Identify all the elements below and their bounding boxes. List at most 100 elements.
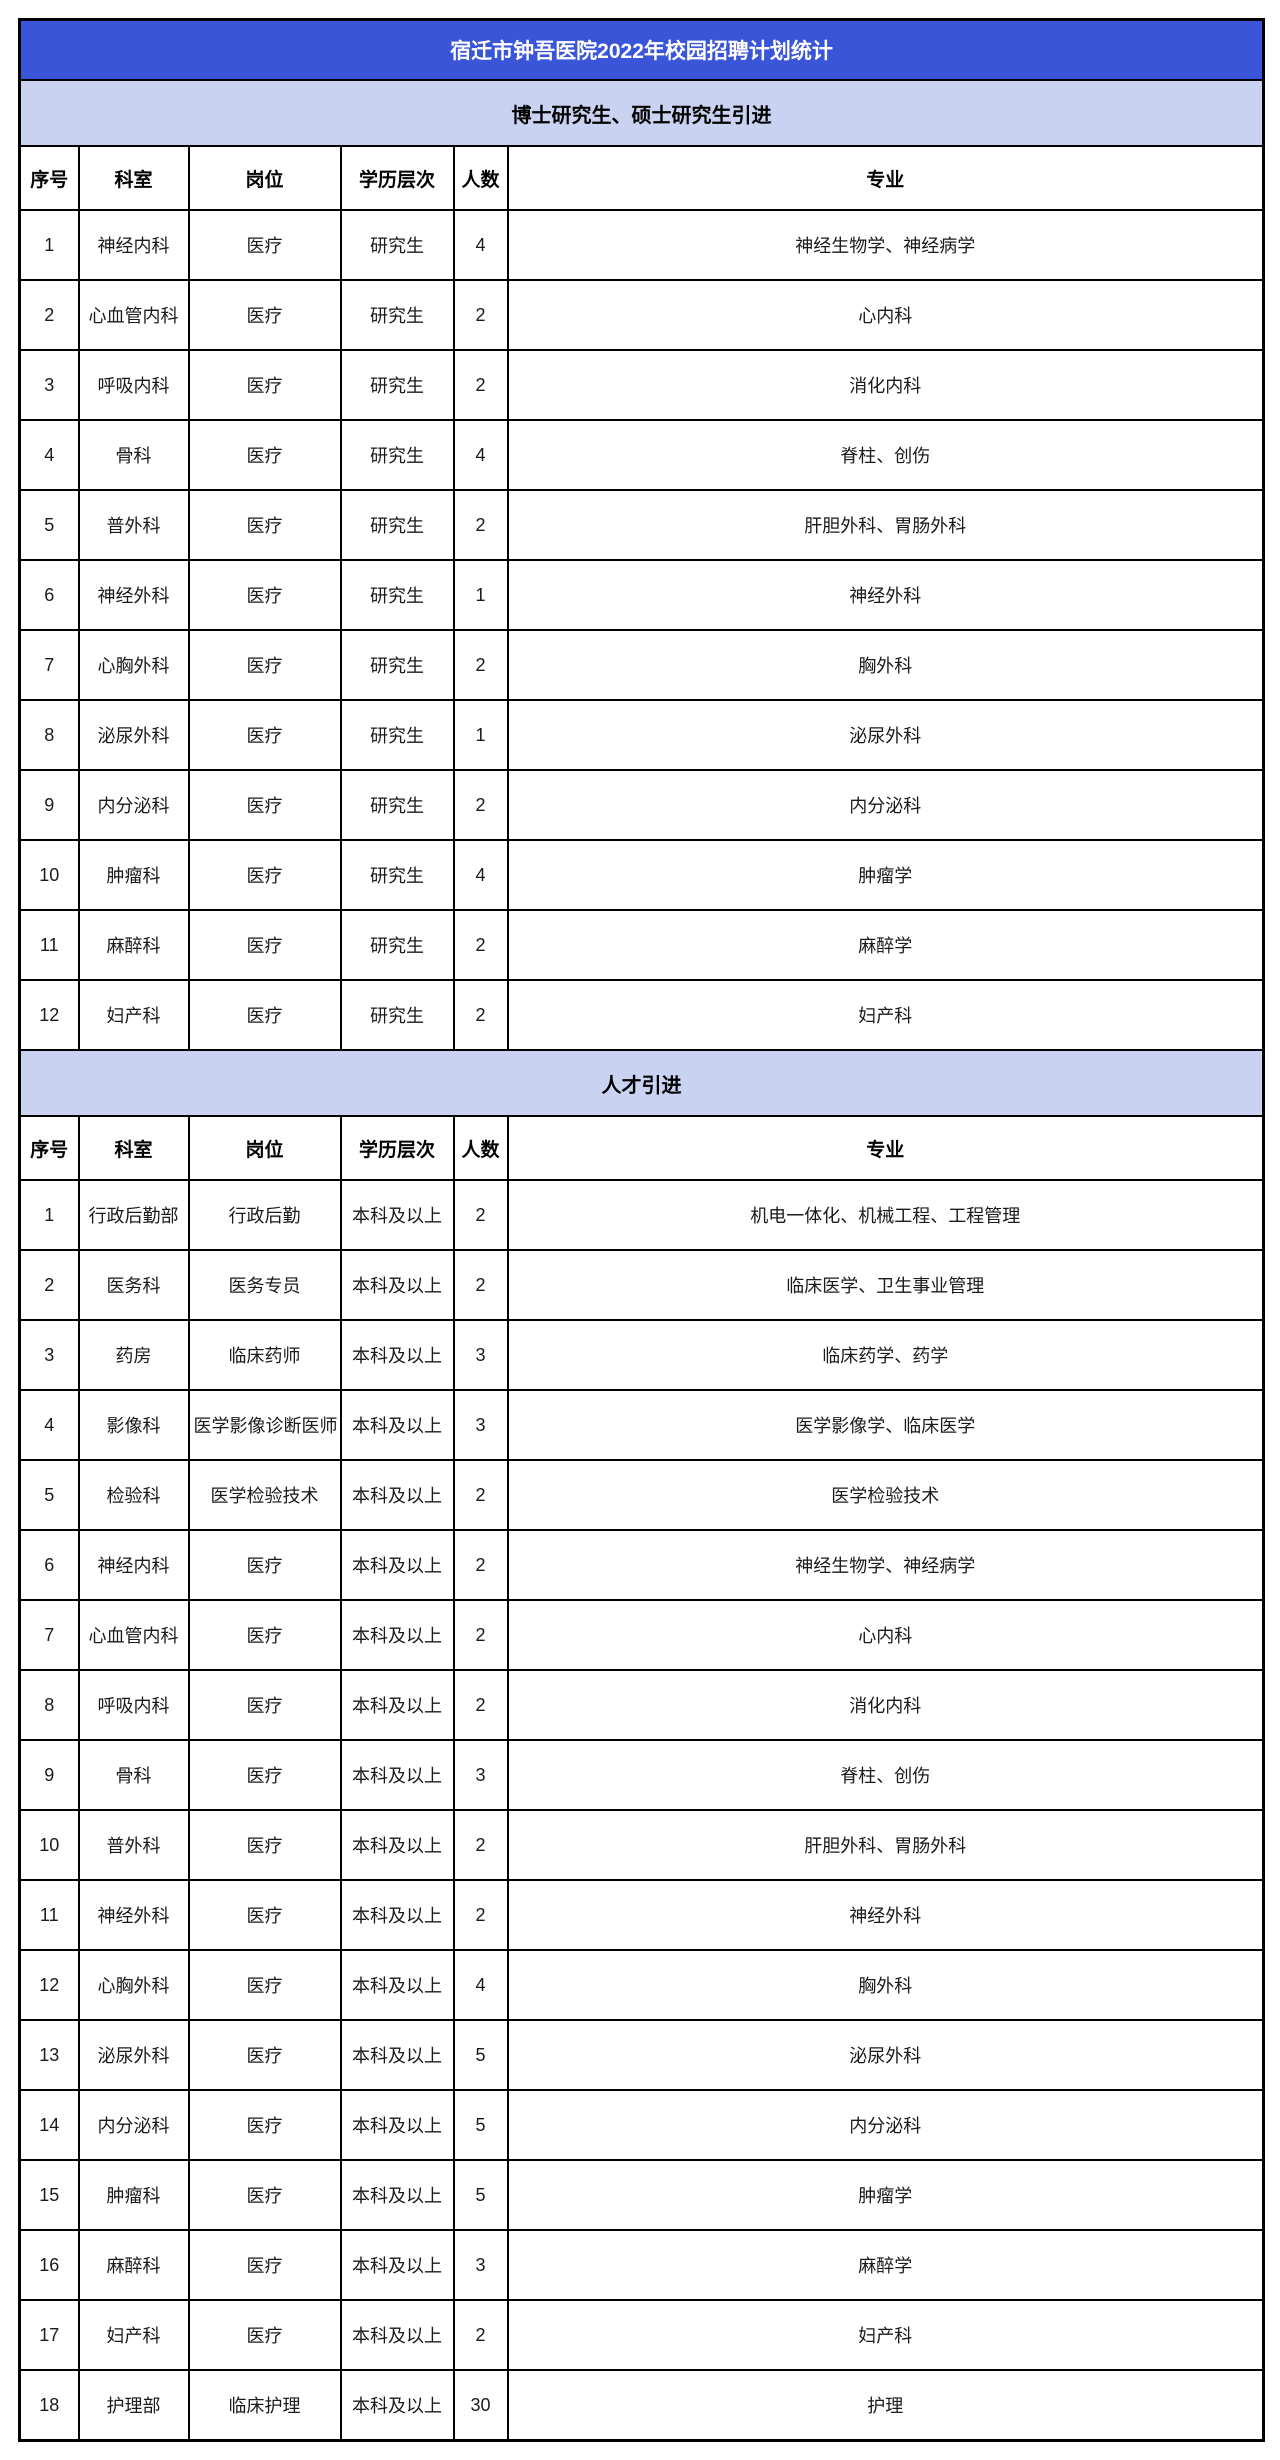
cell-education: 本科及以上 bbox=[339, 1179, 455, 1251]
cell-major: 麻醉学 bbox=[506, 909, 1265, 981]
column-header-row: 序号 科室 岗位 学历层次 人数 专业 bbox=[18, 145, 1265, 211]
cell-position: 医疗 bbox=[187, 909, 342, 981]
cell-position: 医疗 bbox=[187, 1669, 342, 1741]
cell-major: 脊柱、创伤 bbox=[506, 1739, 1265, 1811]
title-row: 宿迁市钟吾医院2022年校园招聘计划统计 bbox=[18, 18, 1265, 81]
section-header: 人才引进 bbox=[18, 1049, 1265, 1117]
cell-count: 1 bbox=[452, 559, 509, 631]
cell-education: 研究生 bbox=[339, 629, 455, 701]
cell-position: 医疗 bbox=[187, 279, 342, 351]
cell-department: 骨科 bbox=[77, 1739, 190, 1811]
cell-department: 医务科 bbox=[77, 1249, 190, 1321]
cell-major: 神经外科 bbox=[506, 559, 1265, 631]
table-row: 5 普外科 医疗 研究生 2 肝胆外科、胃肠外科 bbox=[18, 489, 1265, 561]
cell-index: 16 bbox=[18, 2229, 80, 2301]
cell-education: 本科及以上 bbox=[339, 1669, 455, 1741]
cell-index: 1 bbox=[18, 1179, 80, 1251]
cell-major: 消化内科 bbox=[506, 349, 1265, 421]
cell-department: 药房 bbox=[77, 1319, 190, 1391]
cell-position: 医疗 bbox=[187, 2229, 342, 2301]
cell-education: 本科及以上 bbox=[339, 2299, 455, 2371]
cell-index: 14 bbox=[18, 2089, 80, 2161]
cell-department: 呼吸内科 bbox=[77, 1669, 190, 1741]
cell-department: 神经外科 bbox=[77, 1879, 190, 1951]
cell-position: 行政后勤 bbox=[187, 1179, 342, 1251]
cell-index: 18 bbox=[18, 2369, 80, 2442]
cell-index: 8 bbox=[18, 1669, 80, 1741]
cell-major: 内分泌科 bbox=[506, 2089, 1265, 2161]
cell-department: 神经内科 bbox=[77, 209, 190, 281]
table-row: 2 心血管内科 医疗 研究生 2 心内科 bbox=[18, 279, 1265, 351]
cell-position: 医学影像诊断医师 bbox=[187, 1389, 342, 1461]
cell-count: 4 bbox=[452, 1949, 509, 2021]
cell-major: 肝胆外科、胃肠外科 bbox=[506, 1809, 1265, 1881]
cell-count: 3 bbox=[452, 1739, 509, 1811]
table-row: 5 检验科 医学检验技术 本科及以上 2 医学检验技术 bbox=[18, 1459, 1265, 1531]
cell-position: 医疗 bbox=[187, 2089, 342, 2161]
cell-major: 心内科 bbox=[506, 279, 1265, 351]
cell-major: 消化内科 bbox=[506, 1669, 1265, 1741]
cell-department: 普外科 bbox=[77, 1809, 190, 1881]
table-row: 8 呼吸内科 医疗 本科及以上 2 消化内科 bbox=[18, 1669, 1265, 1741]
cell-department: 心血管内科 bbox=[77, 279, 190, 351]
table-row: 3 呼吸内科 医疗 研究生 2 消化内科 bbox=[18, 349, 1265, 421]
cell-position: 医疗 bbox=[187, 1949, 342, 2021]
cell-count: 2 bbox=[452, 1879, 509, 1951]
cell-education: 本科及以上 bbox=[339, 2159, 455, 2231]
cell-major: 神经生物学、神经病学 bbox=[506, 1529, 1265, 1601]
table-row: 12 心胸外科 医疗 本科及以上 4 胸外科 bbox=[18, 1949, 1265, 2021]
cell-department: 神经外科 bbox=[77, 559, 190, 631]
cell-index: 11 bbox=[18, 909, 80, 981]
cell-department: 心胸外科 bbox=[77, 1949, 190, 2021]
cell-major: 医学影像学、临床医学 bbox=[506, 1389, 1265, 1461]
cell-department: 检验科 bbox=[77, 1459, 190, 1531]
cell-education: 本科及以上 bbox=[339, 1529, 455, 1601]
column-header-row: 序号 科室 岗位 学历层次 人数 专业 bbox=[18, 1115, 1265, 1181]
cell-education: 本科及以上 bbox=[339, 2229, 455, 2301]
cell-major: 神经外科 bbox=[506, 1879, 1265, 1951]
table-row: 4 骨科 医疗 研究生 4 脊柱、创伤 bbox=[18, 419, 1265, 491]
cell-major: 麻醉学 bbox=[506, 2229, 1265, 2301]
table-row: 14 内分泌科 医疗 本科及以上 5 内分泌科 bbox=[18, 2089, 1265, 2161]
cell-position: 临床护理 bbox=[187, 2369, 342, 2442]
cell-major: 脊柱、创伤 bbox=[506, 419, 1265, 491]
cell-index: 5 bbox=[18, 489, 80, 561]
cell-count: 2 bbox=[452, 1529, 509, 1601]
cell-index: 9 bbox=[18, 769, 80, 841]
cell-position: 医疗 bbox=[187, 489, 342, 561]
cell-major: 临床药学、药学 bbox=[506, 1319, 1265, 1391]
cell-count: 4 bbox=[452, 839, 509, 911]
cell-education: 本科及以上 bbox=[339, 1459, 455, 1531]
cell-count: 2 bbox=[452, 1249, 509, 1321]
cell-count: 2 bbox=[452, 2299, 509, 2371]
cell-department: 妇产科 bbox=[77, 2299, 190, 2371]
cell-major: 心内科 bbox=[506, 1599, 1265, 1671]
cell-major: 医学检验技术 bbox=[506, 1459, 1265, 1531]
cell-count: 3 bbox=[452, 1319, 509, 1391]
cell-count: 2 bbox=[452, 1459, 509, 1531]
cell-major: 肿瘤学 bbox=[506, 2159, 1265, 2231]
cell-count: 3 bbox=[452, 1389, 509, 1461]
col-header-count: 人数 bbox=[452, 1115, 509, 1181]
cell-count: 2 bbox=[452, 769, 509, 841]
table-row: 6 神经内科 医疗 本科及以上 2 神经生物学、神经病学 bbox=[18, 1529, 1265, 1601]
cell-department: 麻醉科 bbox=[77, 2229, 190, 2301]
cell-department: 内分泌科 bbox=[77, 2089, 190, 2161]
cell-major: 神经生物学、神经病学 bbox=[506, 209, 1265, 281]
table-row: 1 神经内科 医疗 研究生 4 神经生物学、神经病学 bbox=[18, 209, 1265, 281]
table-row: 9 内分泌科 医疗 研究生 2 内分泌科 bbox=[18, 769, 1265, 841]
cell-education: 研究生 bbox=[339, 489, 455, 561]
table-row: 7 心血管内科 医疗 本科及以上 2 心内科 bbox=[18, 1599, 1265, 1671]
cell-index: 3 bbox=[18, 349, 80, 421]
table-row: 3 药房 临床药师 本科及以上 3 临床药学、药学 bbox=[18, 1319, 1265, 1391]
cell-index: 4 bbox=[18, 1389, 80, 1461]
cell-department: 麻醉科 bbox=[77, 909, 190, 981]
table-row: 7 心胸外科 医疗 研究生 2 胸外科 bbox=[18, 629, 1265, 701]
table-row: 9 骨科 医疗 本科及以上 3 脊柱、创伤 bbox=[18, 1739, 1265, 1811]
cell-position: 医疗 bbox=[187, 1739, 342, 1811]
cell-education: 研究生 bbox=[339, 559, 455, 631]
col-header-major: 专业 bbox=[506, 1115, 1265, 1181]
cell-count: 5 bbox=[452, 2019, 509, 2091]
table-row: 6 神经外科 医疗 研究生 1 神经外科 bbox=[18, 559, 1265, 631]
cell-education: 本科及以上 bbox=[339, 1249, 455, 1321]
